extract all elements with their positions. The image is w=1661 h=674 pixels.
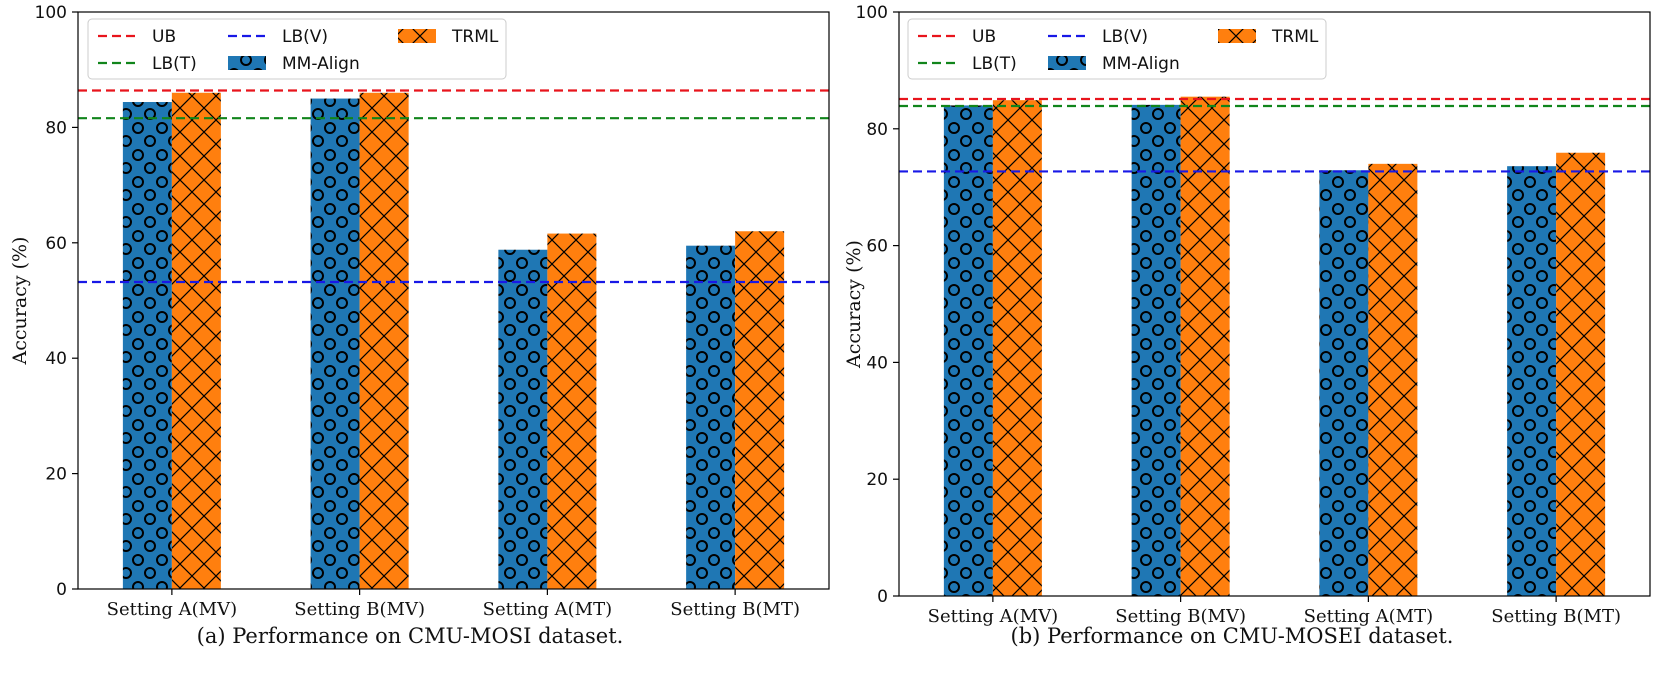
legend-label-ub: UB: [152, 27, 176, 47]
y-tick-label-2: 40: [866, 353, 888, 373]
x-tick-label-1: Setting B(MV): [1115, 606, 1246, 627]
bar-mm-align-3: [686, 245, 736, 589]
bar-mm-align-3: [1507, 166, 1557, 596]
figure-caption: (a) Performance on CMU-MOSI dataset.: [197, 624, 624, 648]
legend-label-lb-t-: LB(T): [972, 54, 1017, 74]
legend-label-lb-v-: LB(V): [1102, 27, 1148, 47]
bar-mm-align-2: [498, 249, 548, 589]
x-tick-label-3: Setting B(MT): [1491, 606, 1621, 627]
bar-mm-align-1: [310, 98, 360, 590]
bar-trml-3: [735, 231, 785, 589]
legend-label-mm-align: MM-Align: [282, 54, 360, 74]
bar-trml-3: [1556, 152, 1606, 596]
figure-caption: (b) Performance on CMU-MOSEI dataset.: [1011, 624, 1454, 648]
y-axis-label: Accuracy (%): [9, 237, 31, 366]
legend-label-lb-v-: LB(V): [282, 27, 328, 47]
bar-trml-1: [359, 92, 409, 589]
x-tick-label-3: Setting B(MT): [670, 599, 800, 620]
legend-swatch-trml: [398, 29, 436, 43]
y-tick-label-3: 60: [866, 237, 888, 257]
legend-swatch-trml: [1218, 29, 1256, 43]
bar-mm-align-1: [1131, 104, 1181, 596]
legend-label-ub: UB: [972, 27, 996, 47]
y-tick-label-1: 20: [45, 465, 67, 485]
y-tick-label-4: 80: [45, 118, 67, 138]
y-tick-label-2: 40: [45, 349, 67, 369]
legend: UB LB(V) TRML LB(T) MM-Align: [907, 18, 1327, 80]
y-tick-label-3: 60: [45, 234, 67, 254]
x-tick-label-0: Setting A(MV): [107, 599, 238, 620]
x-tick-label-0: Setting A(MV): [928, 606, 1059, 627]
bar-mm-align-2: [1319, 170, 1369, 597]
chart-cmu-mosei: Setting A(MV) Setting B(MV) Setting A(MT) S…: [843, 3, 1651, 648]
y-axis-label: Accuracy (%): [843, 240, 865, 369]
legend: UB LB(V) TRML LB(T) MM-Align: [87, 18, 507, 80]
legend-label-trml: TRML: [1271, 27, 1319, 47]
x-tick-label-2: Setting A(MT): [483, 599, 613, 620]
x-tick-label-1: Setting B(MV): [294, 599, 425, 620]
x-tick-label-2: Setting A(MT): [1304, 606, 1434, 627]
y-tick-label-5: 100: [35, 3, 67, 23]
legend-label-lb-t-: LB(T): [152, 54, 197, 74]
chart-cmu-mosi: Setting A(MV) Setting B(MV) Setting A(MT) S…: [9, 3, 830, 648]
plot-frame: [77, 11, 830, 590]
legend-swatch-mm-align: [1048, 56, 1086, 70]
y-tick-label-5: 100: [856, 3, 888, 23]
bar-mm-align-0: [122, 102, 172, 590]
y-tick-label-1: 20: [866, 470, 888, 490]
bar-mm-align-0: [943, 105, 993, 596]
legend-swatch-mm-align: [228, 56, 266, 70]
bar-trml-2: [1368, 163, 1418, 596]
legend-label-mm-align: MM-Align: [1102, 54, 1180, 74]
y-tick-label-4: 80: [866, 120, 888, 140]
y-tick-label-0: 0: [877, 587, 888, 607]
bar-trml-1: [1180, 96, 1230, 597]
bar-trml-0: [171, 92, 221, 589]
bar-trml-0: [992, 100, 1042, 597]
bar-trml-2: [547, 233, 597, 589]
y-tick-label-0: 0: [56, 580, 67, 600]
plot-frame: [898, 11, 1651, 597]
legend-label-trml: TRML: [451, 27, 499, 47]
